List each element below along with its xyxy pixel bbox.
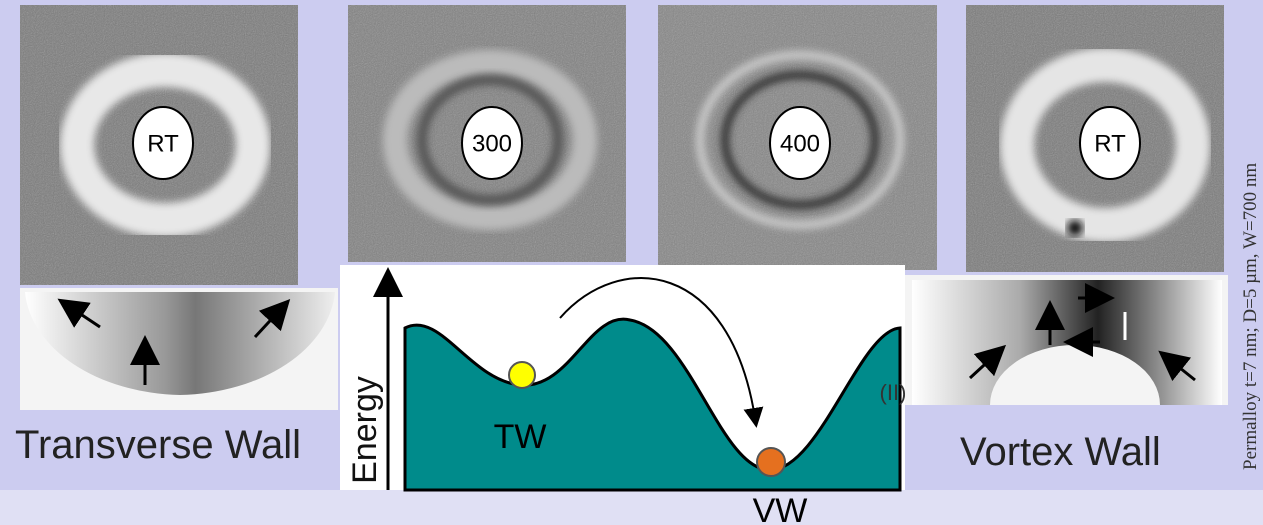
caption: Permalloy t=7 nm; D=5 µm, W=700 nm [1240, 163, 1261, 470]
panel: RT [966, 5, 1224, 272]
panel: RT [20, 5, 298, 285]
panel-label: 400 [780, 130, 820, 157]
axis-label: Energy [346, 376, 384, 484]
panel-label: RT [147, 130, 179, 157]
panel-label: RT [1094, 130, 1126, 157]
panel: 400 [658, 5, 937, 270]
figure: RT 300 400 RT Transverse Wall [0, 0, 1263, 525]
bottom-band [0, 490, 1263, 525]
panel-label: 300 [472, 130, 512, 157]
state-label: VW [753, 492, 808, 525]
state-label: TW [494, 418, 547, 456]
panel: 300 [348, 5, 626, 262]
page: RT 300 400 RT Transverse Wall [0, 0, 1263, 525]
marker-label: (II) [880, 380, 907, 405]
wall-label: Transverse Wall [15, 423, 301, 467]
energy-diagram: Energy TW VW (II) [340, 265, 906, 525]
wall-label: Vortex Wall [960, 430, 1161, 474]
vortex-wall-diagram [905, 275, 1228, 405]
transverse-wall-diagram [20, 288, 338, 410]
